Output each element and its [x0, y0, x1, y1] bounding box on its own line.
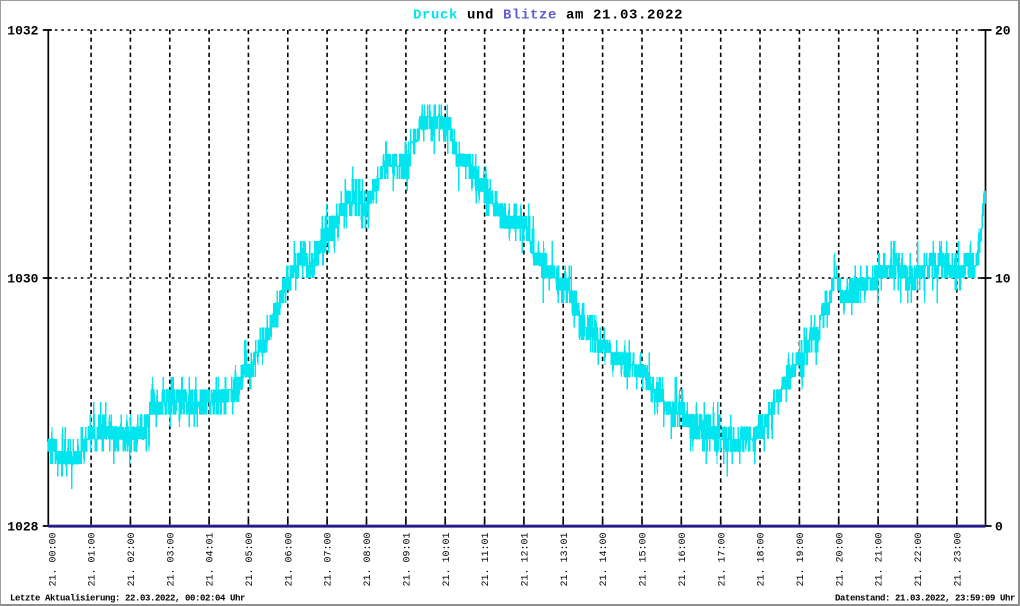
svg-text:21. 13:01: 21. 13:01	[560, 532, 571, 586]
svg-text:21. 09:01: 21. 09:01	[403, 532, 414, 586]
svg-text:21. 22:00: 21. 22:00	[914, 532, 925, 586]
svg-text:21. 21:00: 21. 21:00	[875, 532, 886, 586]
svg-text:21. 02:00: 21. 02:00	[127, 532, 138, 586]
svg-text:21. 11:01: 21. 11:01	[481, 532, 492, 586]
svg-text:21. 15:00: 21. 15:00	[639, 532, 650, 586]
svg-text:20: 20	[995, 24, 1011, 39]
svg-text:1030: 1030	[7, 272, 38, 287]
svg-text:21. 16:00: 21. 16:00	[678, 532, 689, 586]
svg-text:Datenstand: 21.03.2022, 23:59:: Datenstand: 21.03.2022, 23:59:09 Uhr	[835, 593, 1015, 603]
svg-text:21. 19:00: 21. 19:00	[796, 532, 807, 586]
svg-text:21. 00:00: 21. 00:00	[48, 532, 59, 586]
svg-text:21. 20:00: 21. 20:00	[835, 532, 846, 586]
svg-text:21. 01:00: 21. 01:00	[88, 532, 99, 586]
svg-text:21. 10:01: 21. 10:01	[442, 532, 453, 586]
svg-text:1032: 1032	[7, 24, 38, 39]
svg-text:21. 08:00: 21. 08:00	[363, 532, 374, 586]
svg-text:21. 14:00: 21. 14:00	[599, 532, 610, 586]
svg-text:0: 0	[995, 520, 1003, 535]
svg-text:21. 04:01: 21. 04:01	[206, 532, 217, 586]
svg-text:Letzte Aktualisierung: 22.03.2: Letzte Aktualisierung: 22.03.2022, 00:02…	[10, 593, 245, 603]
svg-text:21. 17:00: 21. 17:00	[717, 532, 728, 586]
svg-text:Druck und Blitze am 21.03.2022: Druck und Blitze am 21.03.2022	[413, 8, 683, 24]
svg-text:10: 10	[995, 272, 1011, 287]
svg-text:21. 03:00: 21. 03:00	[166, 532, 177, 586]
svg-text:21. 12:01: 21. 12:01	[521, 532, 532, 586]
svg-text:21. 07:00: 21. 07:00	[324, 532, 335, 586]
svg-text:21. 18:00: 21. 18:00	[757, 532, 768, 586]
svg-text:1028: 1028	[7, 520, 38, 535]
svg-text:21. 05:00: 21. 05:00	[245, 532, 256, 586]
svg-text:21. 23:00: 21. 23:00	[953, 532, 964, 586]
svg-text:21. 06:00: 21. 06:00	[284, 532, 295, 586]
